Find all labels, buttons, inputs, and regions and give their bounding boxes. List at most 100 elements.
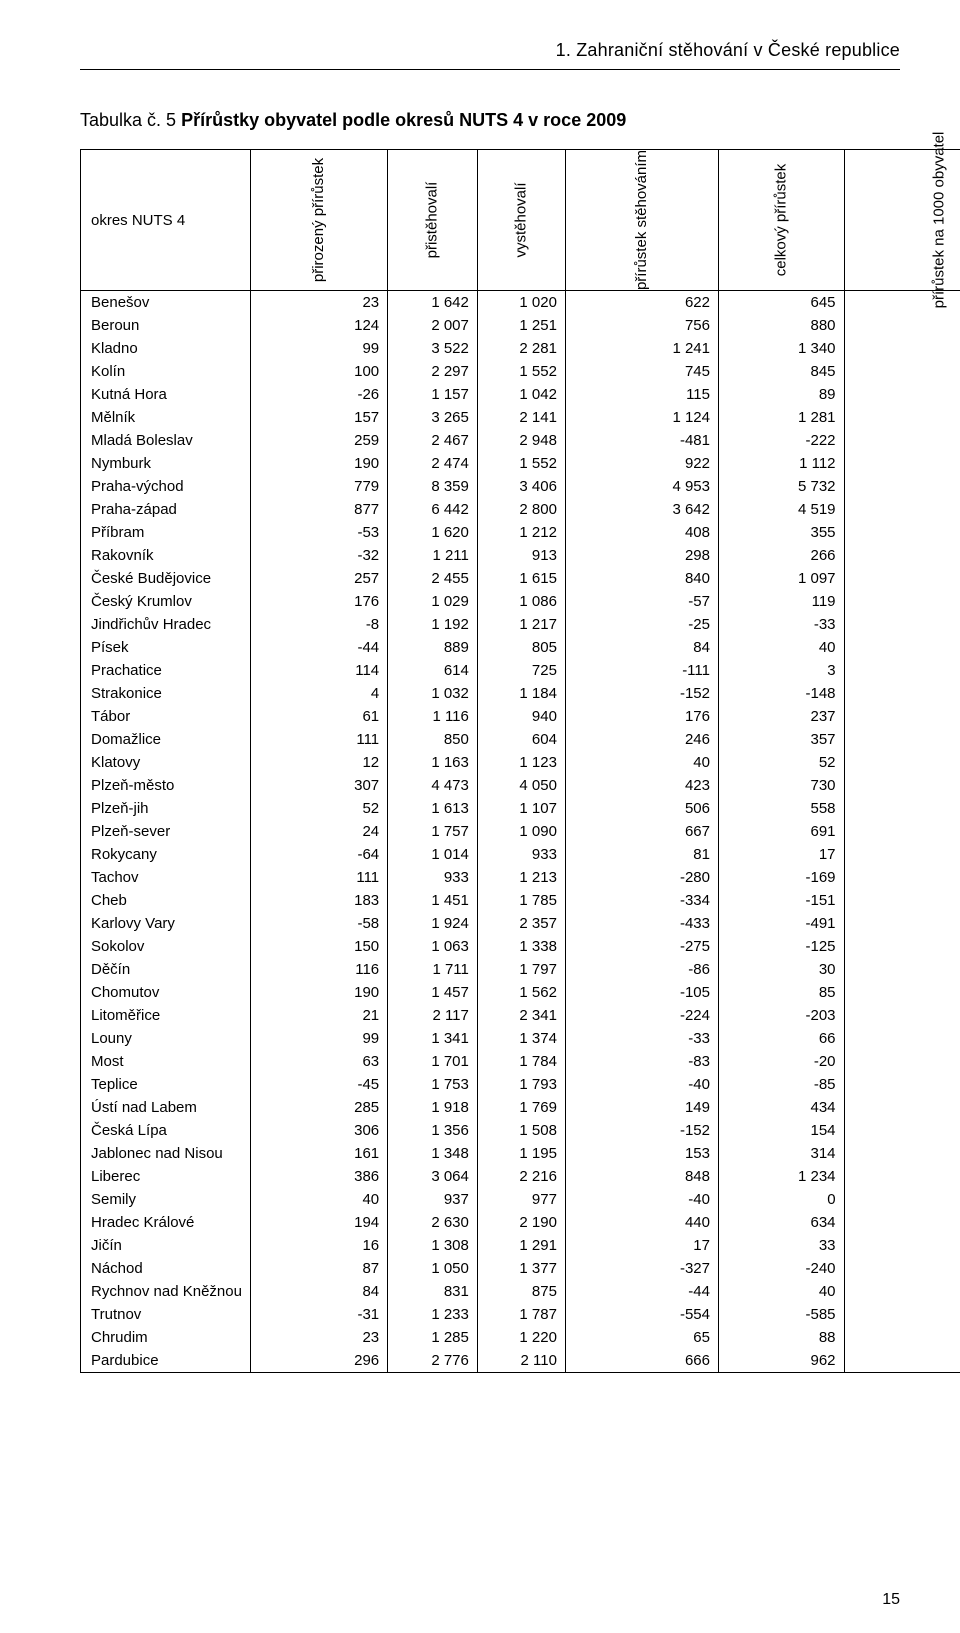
cell-value: 1 112 xyxy=(718,452,844,475)
cell-value: 0 xyxy=(718,1188,844,1211)
cell-name: Klatovy xyxy=(81,751,251,774)
col-header-na1000: přírůstek na 1000 obyvatel xyxy=(844,150,960,291)
cell-name: Kutná Hora xyxy=(81,383,251,406)
cell-value: 40 xyxy=(565,751,718,774)
cell-value: 4 953 xyxy=(565,475,718,498)
cell-value: 889 xyxy=(388,636,478,659)
cell-value: 1 157 xyxy=(388,383,478,406)
col-header-label: přírůstek stěhováním xyxy=(633,150,651,290)
cell-value: 84 xyxy=(250,1280,387,1303)
cell-value: 2 948 xyxy=(477,429,565,452)
cell-value: 306 xyxy=(250,1119,387,1142)
cell-value: 2 190 xyxy=(477,1211,565,1234)
cell-value: 116 xyxy=(250,958,387,981)
table-caption-prefix: Tabulka č. 5 xyxy=(80,110,181,130)
cell-value: -44 xyxy=(250,636,387,659)
cell-value: -240 xyxy=(718,1257,844,1280)
cell-value: 8,97 xyxy=(844,820,960,843)
cell-value: -491 xyxy=(718,912,844,935)
cell-name: Sokolov xyxy=(81,935,251,958)
cell-value: -86 xyxy=(565,958,718,981)
cell-value: 2 467 xyxy=(388,429,478,452)
cell-value: 52 xyxy=(250,797,387,820)
cell-value: 1,71 xyxy=(844,705,960,728)
cell-value: -151 xyxy=(718,889,844,912)
cell-value: 9,07 xyxy=(844,314,960,337)
cell-value: -83 xyxy=(565,1050,718,1073)
cell-value: 1 234 xyxy=(718,1165,844,1188)
cell-value: 645 xyxy=(718,291,844,315)
cell-value: 1 163 xyxy=(388,751,478,774)
table-row: Praha-východ7798 3593 4064 9535 73235,75 xyxy=(81,475,960,498)
cell-value: 614 xyxy=(388,659,478,682)
table-row: Plzeň-město3074 4734 0504237302,28 xyxy=(81,774,960,797)
cell-value: 1 451 xyxy=(388,889,478,912)
cell-value: 61 xyxy=(250,705,387,728)
cell-value: 153 xyxy=(565,1142,718,1165)
cell-value: 1 757 xyxy=(388,820,478,843)
cell-value: 506 xyxy=(565,797,718,820)
cell-value: 1 620 xyxy=(388,521,478,544)
cell-value: 1 050 xyxy=(388,1257,478,1280)
cell-value: -275 xyxy=(565,935,718,958)
cell-name: Hradec Králové xyxy=(81,1211,251,1234)
cell-value: 23 xyxy=(250,1326,387,1349)
cell-value: 40 xyxy=(250,1188,387,1211)
cell-value: 2 341 xyxy=(477,1004,565,1027)
cell-value: 99 xyxy=(250,337,387,360)
cell-value: -8 xyxy=(250,613,387,636)
col-header-vystehovali: vystěhovalí xyxy=(477,150,565,291)
cell-value: -64 xyxy=(250,843,387,866)
cell-value: 2,70 xyxy=(844,1211,960,1234)
cell-value: -125 xyxy=(718,935,844,958)
cell-value: 1 213 xyxy=(477,866,565,889)
cell-value: 1 291 xyxy=(477,1234,565,1257)
cell-name: Kladno xyxy=(81,337,251,360)
cell-value: 2 141 xyxy=(477,406,565,429)
cell-name: Tachov xyxy=(81,866,251,889)
cell-value: -152 xyxy=(565,1119,718,1142)
cell-value: 31,80 xyxy=(844,498,960,521)
cell-name: Litoměřice xyxy=(81,1004,251,1027)
cell-value: 266 xyxy=(718,544,844,567)
cell-value: 161 xyxy=(250,1142,387,1165)
cell-value: 85 xyxy=(718,981,844,1004)
cell-value: 1 124 xyxy=(565,406,718,429)
cell-value: -2,96 xyxy=(844,935,960,958)
cell-value: 1 769 xyxy=(477,1096,565,1119)
cell-value: 194 xyxy=(250,1211,387,1234)
cell-name: Písek xyxy=(81,636,251,659)
cell-value: 1 192 xyxy=(388,613,478,636)
cell-value: -3,90 xyxy=(844,429,960,452)
cell-value: 314 xyxy=(718,1142,844,1165)
cell-value: 119 xyxy=(718,590,844,613)
cell-value: 937 xyxy=(388,1188,478,1211)
cell-value: 1 340 xyxy=(718,337,844,360)
cell-value: -0,54 xyxy=(844,1188,960,1211)
cell-value: -26 xyxy=(250,383,387,406)
cell-name: Trutnov xyxy=(81,1303,251,1326)
cell-value: -433 xyxy=(565,912,718,935)
cell-value: 1 032 xyxy=(388,682,478,705)
cell-value: 440 xyxy=(565,1211,718,1234)
cell-value: -4,60 xyxy=(844,1303,960,1326)
cell-name: Prachatice xyxy=(81,659,251,682)
cell-name: Domažlice xyxy=(81,728,251,751)
cell-value: 667 xyxy=(565,820,718,843)
cell-value: 65 xyxy=(565,1326,718,1349)
cell-value: 962 xyxy=(718,1349,844,1373)
cell-value: 1 552 xyxy=(477,452,565,475)
table-row: České Budějovice2572 4551 6158401 0974,5… xyxy=(81,567,960,590)
cell-value: -1,90 xyxy=(844,1004,960,1027)
cell-value: 1 086 xyxy=(477,590,565,613)
table-row: Chomutov1901 4571 562-10585-0,83 xyxy=(81,981,960,1004)
cell-value: -585 xyxy=(718,1303,844,1326)
cell-value: 1 787 xyxy=(477,1303,565,1326)
table-row: Kladno993 5222 2811 2411 3407,85 xyxy=(81,337,960,360)
cell-value: -85 xyxy=(718,1073,844,1096)
cell-value: 3,99 xyxy=(844,1349,960,1373)
cell-value: 237 xyxy=(718,705,844,728)
cell-value: 183 xyxy=(250,889,387,912)
table-row: Praha-západ8776 4422 8003 6424 51931,80 xyxy=(81,498,960,521)
cell-value: 17 xyxy=(565,1234,718,1257)
